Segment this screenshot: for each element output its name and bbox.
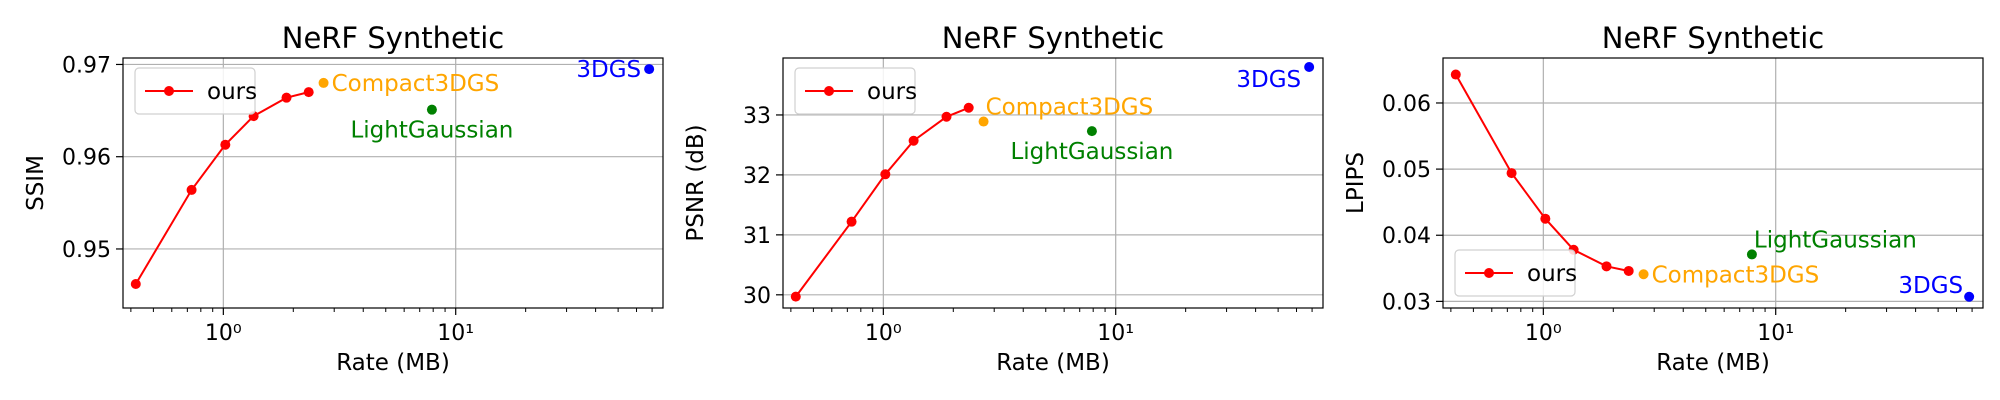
legend-box bbox=[1454, 249, 1576, 297]
legend-box bbox=[134, 67, 256, 115]
data-point-ours bbox=[908, 135, 919, 146]
point-label-3dgs: 3DGS bbox=[1898, 273, 1963, 299]
legend: ours bbox=[134, 67, 257, 115]
data-point-ours bbox=[880, 169, 891, 180]
point-label-lightgaussian: LightGaussian bbox=[1010, 139, 1173, 165]
series-line-ours bbox=[1454, 74, 1629, 272]
chart-title: NeRF Synthetic bbox=[282, 21, 505, 55]
data-point-compact3dgs bbox=[318, 77, 329, 88]
y-tick-label: 31 bbox=[743, 224, 771, 249]
data-point-lightgaussian bbox=[1746, 249, 1757, 260]
point-label-compact3dgs: Compact3DGS bbox=[1652, 262, 1820, 288]
x-tick-label: 10¹ bbox=[437, 321, 474, 346]
chart-title: NeRF Synthetic bbox=[1602, 21, 1825, 55]
axes-frame bbox=[782, 57, 1324, 309]
y-axis-label: LPIPS bbox=[1343, 152, 1369, 214]
data-point-3dgs bbox=[1964, 291, 1975, 302]
y-tick-label: 0.95 bbox=[62, 238, 111, 263]
chart-panel-2: 10⁰ 10¹ 30 31 32 33 NeRF Synthetic Rate (MB) PSN… bbox=[683, 21, 1324, 376]
x-tick-label: 10⁰ bbox=[1525, 321, 1562, 346]
point-label-lightgaussian: LightGaussian bbox=[350, 118, 513, 144]
data-point-ours bbox=[963, 102, 974, 113]
legend-marker bbox=[1484, 268, 1494, 278]
data-point-compact3dgs bbox=[978, 116, 989, 127]
y-tick-label: 0.96 bbox=[62, 146, 111, 171]
data-point-3dgs bbox=[644, 64, 655, 75]
data-point-ours bbox=[1450, 69, 1461, 80]
point-label-compact3dgs: Compact3DGS bbox=[986, 95, 1154, 121]
y-tick-label: 32 bbox=[743, 164, 771, 189]
data-point-3dgs bbox=[1304, 61, 1315, 72]
x-tick-label: 10¹ bbox=[1097, 321, 1134, 346]
y-axis-label: SSIM bbox=[23, 155, 49, 211]
x-tick-label: 10¹ bbox=[1757, 321, 1794, 346]
y-tick-label: 30 bbox=[743, 284, 771, 309]
y-axis-label: PSNR (dB) bbox=[683, 124, 709, 241]
data-point-ours bbox=[1506, 168, 1517, 179]
y-tick-label: 33 bbox=[743, 104, 771, 129]
x-tick-label: 10⁰ bbox=[865, 321, 902, 346]
legend: ours bbox=[1454, 249, 1577, 297]
data-point-ours bbox=[303, 87, 314, 98]
series-line-ours bbox=[794, 106, 970, 298]
data-point-ours bbox=[941, 111, 952, 122]
data-point-lightgaussian bbox=[1086, 126, 1097, 137]
data-point-ours bbox=[790, 291, 801, 302]
legend-label: ours bbox=[1527, 261, 1577, 287]
legend-label: ours bbox=[207, 79, 257, 105]
x-axis-label: Rate (MB) bbox=[336, 350, 450, 376]
chart-panel-3: 10⁰ 10¹ 0.03 0.04 0.05 0.06 NeRF Synthetic Rate… bbox=[1343, 21, 1984, 376]
y-tick-label: 0.03 bbox=[1382, 290, 1431, 315]
legend: ours bbox=[794, 67, 917, 115]
data-point-ours bbox=[846, 216, 857, 227]
data-point-ours bbox=[281, 92, 292, 103]
point-label-lightgaussian: LightGaussian bbox=[1754, 227, 1917, 253]
data-point-lightgaussian bbox=[426, 104, 437, 115]
axes-frame bbox=[122, 57, 664, 309]
legend-marker bbox=[164, 86, 174, 96]
data-point-compact3dgs bbox=[1638, 269, 1649, 280]
legend-label: ours bbox=[867, 79, 917, 105]
x-axis-label: Rate (MB) bbox=[996, 350, 1110, 376]
chart-title: NeRF Synthetic bbox=[942, 21, 1165, 55]
legend-box bbox=[794, 67, 916, 115]
data-point-ours bbox=[1601, 261, 1612, 272]
point-label-3dgs: 3DGS bbox=[576, 57, 641, 83]
y-tick-label: 0.06 bbox=[1382, 92, 1431, 117]
x-axis-label: Rate (MB) bbox=[1656, 350, 1770, 376]
series-line-ours bbox=[134, 91, 309, 285]
data-point-ours bbox=[130, 279, 141, 290]
x-tick-label: 10⁰ bbox=[205, 321, 242, 346]
point-label-compact3dgs: Compact3DGS bbox=[332, 71, 500, 97]
chart-panel-1: 10⁰ 10¹ 0.95 0.96 0.97 NeRF Synthetic Rate (MB… bbox=[23, 21, 664, 376]
point-label-3dgs: 3DGS bbox=[1236, 67, 1301, 93]
y-tick-label: 0.04 bbox=[1382, 224, 1431, 249]
y-tick-label: 0.97 bbox=[62, 53, 111, 78]
data-point-ours bbox=[186, 184, 197, 195]
legend-marker bbox=[824, 86, 834, 96]
data-point-ours bbox=[220, 139, 231, 150]
axes-frame bbox=[1442, 57, 1984, 309]
y-tick-label: 0.05 bbox=[1382, 158, 1431, 183]
data-point-ours bbox=[1623, 265, 1634, 276]
data-point-ours bbox=[1540, 213, 1551, 224]
